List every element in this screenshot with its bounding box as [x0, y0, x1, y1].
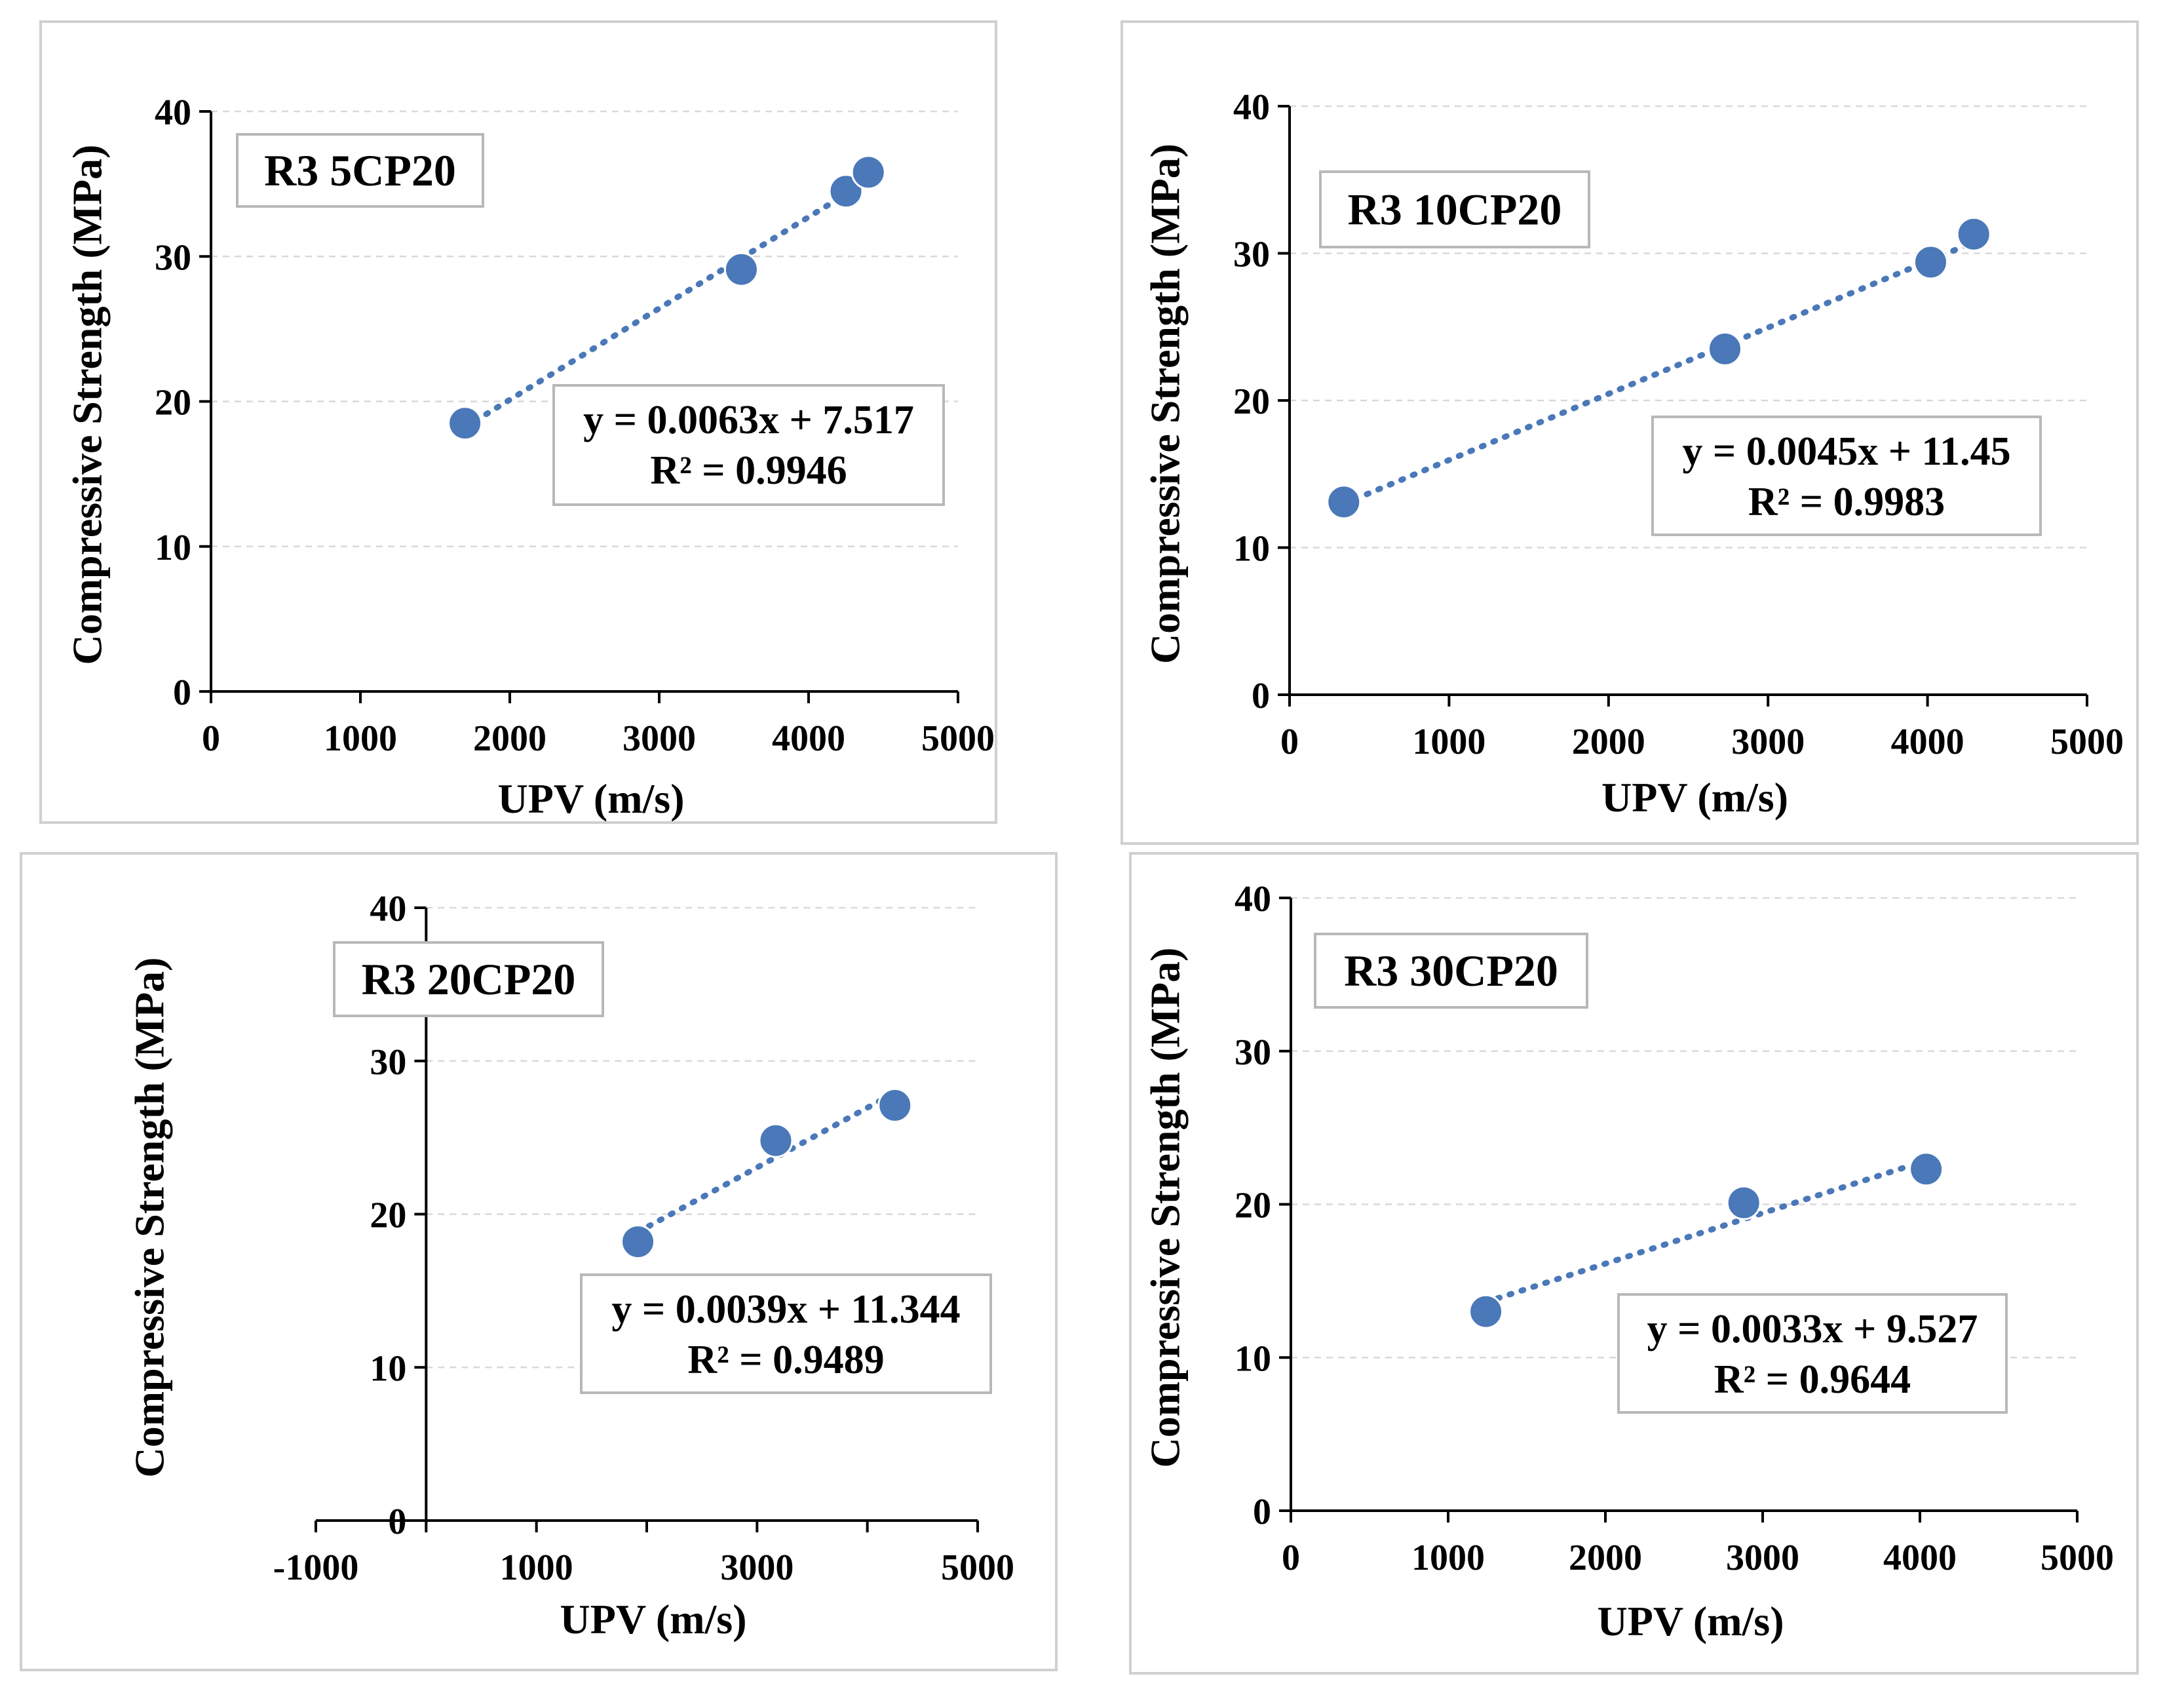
- y-tick-label: 10: [1233, 529, 1270, 570]
- chart-panel-1: 0 10 20 30 40 0 1000 2000 3000 4000 5000 UPV (m/s) C…: [39, 20, 997, 824]
- x-tick-label: 0: [1282, 1538, 1300, 1578]
- chart-title: R3 10CP20: [1348, 185, 1562, 235]
- y-tick-label: 10: [155, 528, 191, 568]
- data-point: [877, 1088, 913, 1123]
- y-tick-label: 0: [173, 672, 191, 713]
- data-point: [448, 406, 483, 441]
- y-tick-label: 30: [370, 1042, 406, 1083]
- r-squared: R² = 0.9489: [687, 1338, 884, 1382]
- x-axis-label: UPV (m/s): [498, 775, 685, 822]
- chart-panel-2: 0 10 20 30 40 0 1000 2000 3000 4000 5000 UPV (m/s) C…: [1121, 20, 2139, 845]
- x-tick-label: 0: [1280, 722, 1299, 762]
- trendline: [1483, 1157, 1930, 1306]
- y-tick-label: 40: [1235, 879, 1271, 920]
- title-box: [1314, 933, 1588, 1009]
- x-tick-label: 4000: [1891, 722, 1964, 762]
- y-axis-label: Compressive Strength (MPa): [126, 958, 173, 1478]
- r-squared: R² = 0.9946: [650, 448, 847, 493]
- data-point: [828, 174, 864, 209]
- y-axis-label: Compressive Strength (MPa): [1142, 144, 1189, 664]
- data-point: [621, 1224, 656, 1260]
- x-tick-label: 5000: [2050, 722, 2124, 762]
- y-tick-label: 20: [1235, 1186, 1271, 1226]
- x-tick-label: 4000: [1883, 1538, 1957, 1578]
- trendline-equation: y = 0.0033x + 9.527: [1647, 1307, 1978, 1351]
- y-tick-label: 40: [370, 889, 406, 929]
- equation-box: [552, 384, 945, 506]
- x-tick-label: 5000: [941, 1547, 1014, 1588]
- y-tick-label: 30: [1233, 235, 1270, 275]
- r-squared: R² = 0.9644: [1714, 1357, 1911, 1402]
- x-tick-label: 2000: [1572, 722, 1645, 762]
- data-point: [1326, 484, 1362, 520]
- data-point: [723, 252, 759, 287]
- x-axis-label: UPV (m/s): [1598, 1598, 1784, 1644]
- y-tick-label: 20: [370, 1195, 406, 1236]
- trendline-equation: y = 0.0039x + 11.344: [611, 1287, 960, 1332]
- y-axis-label: Compressive Strength (MPa): [64, 145, 111, 665]
- y-tick-label: 30: [155, 237, 191, 278]
- y-tick-label: 40: [155, 92, 191, 133]
- x-tick-label: 3000: [1726, 1538, 1799, 1578]
- y-axis-label: Compressive Strength (MPa): [1142, 948, 1189, 1468]
- y-tick-label: 40: [1233, 87, 1270, 128]
- x-tick-label: 1000: [1411, 1538, 1485, 1578]
- x-tick-label: 3000: [623, 718, 696, 759]
- chart-panel-4: 0 10 20 30 40 0 1000 2000 3000 4000 5000 UPV (m/s) C…: [1129, 852, 2139, 1675]
- y-tick-label: 20: [1233, 381, 1270, 422]
- equation-box: [1617, 1293, 2008, 1414]
- equation-box: [580, 1273, 992, 1394]
- x-tick-label: -1000: [273, 1547, 359, 1588]
- trendline-equation: y = 0.0063x + 7.517: [583, 398, 914, 442]
- data-point: [1468, 1294, 1504, 1329]
- data-point: [1707, 331, 1742, 366]
- x-tick-label: 1000: [324, 718, 397, 759]
- title-box: [1319, 170, 1590, 248]
- x-tick-label: 0: [202, 718, 220, 759]
- trendline: [1341, 239, 1977, 507]
- y-tick-label: 10: [370, 1348, 406, 1389]
- equation-box: [1651, 416, 2042, 536]
- data-point: [1913, 244, 1948, 280]
- data-point: [851, 155, 886, 190]
- x-axis-label: UPV (m/s): [1601, 774, 1788, 821]
- y-tick-label: 0: [1253, 1492, 1271, 1532]
- x-tick-label: 5000: [921, 718, 995, 759]
- data-point: [1909, 1152, 1944, 1187]
- y-tick-label: 30: [1235, 1032, 1271, 1073]
- x-tick-label: 3000: [1731, 722, 1805, 762]
- data-point: [1726, 1185, 1761, 1220]
- y-tick-label: 0: [1252, 676, 1270, 716]
- x-tick-label: 3000: [720, 1547, 794, 1588]
- chart-frame: [1129, 852, 2139, 1675]
- data-point: [758, 1123, 794, 1158]
- y-tick-label: 10: [1235, 1338, 1271, 1379]
- y-tick-label: 20: [155, 383, 191, 423]
- chart-title: R3 30CP20: [1344, 946, 1558, 996]
- x-tick-label: 2000: [473, 718, 546, 759]
- x-tick-label: 2000: [1569, 1538, 1642, 1578]
- trendline: [462, 177, 872, 431]
- r-squared: R² = 0.9983: [1748, 480, 1945, 524]
- x-tick-label: 5000: [2040, 1538, 2114, 1578]
- trendline: [635, 1089, 898, 1235]
- trendline-equation: y = 0.0045x + 11.45: [1682, 429, 2010, 474]
- x-axis-label: UPV (m/s): [560, 1596, 747, 1642]
- title-box: [236, 133, 484, 208]
- x-tick-label: 1000: [1412, 722, 1485, 762]
- chart-title: R3 20CP20: [362, 954, 576, 1004]
- data-point: [1956, 216, 1991, 252]
- chart-title: R3 5CP20: [264, 146, 456, 195]
- x-tick-label: 1000: [500, 1547, 573, 1588]
- x-tick-label: 4000: [772, 718, 845, 759]
- title-box: [333, 941, 604, 1017]
